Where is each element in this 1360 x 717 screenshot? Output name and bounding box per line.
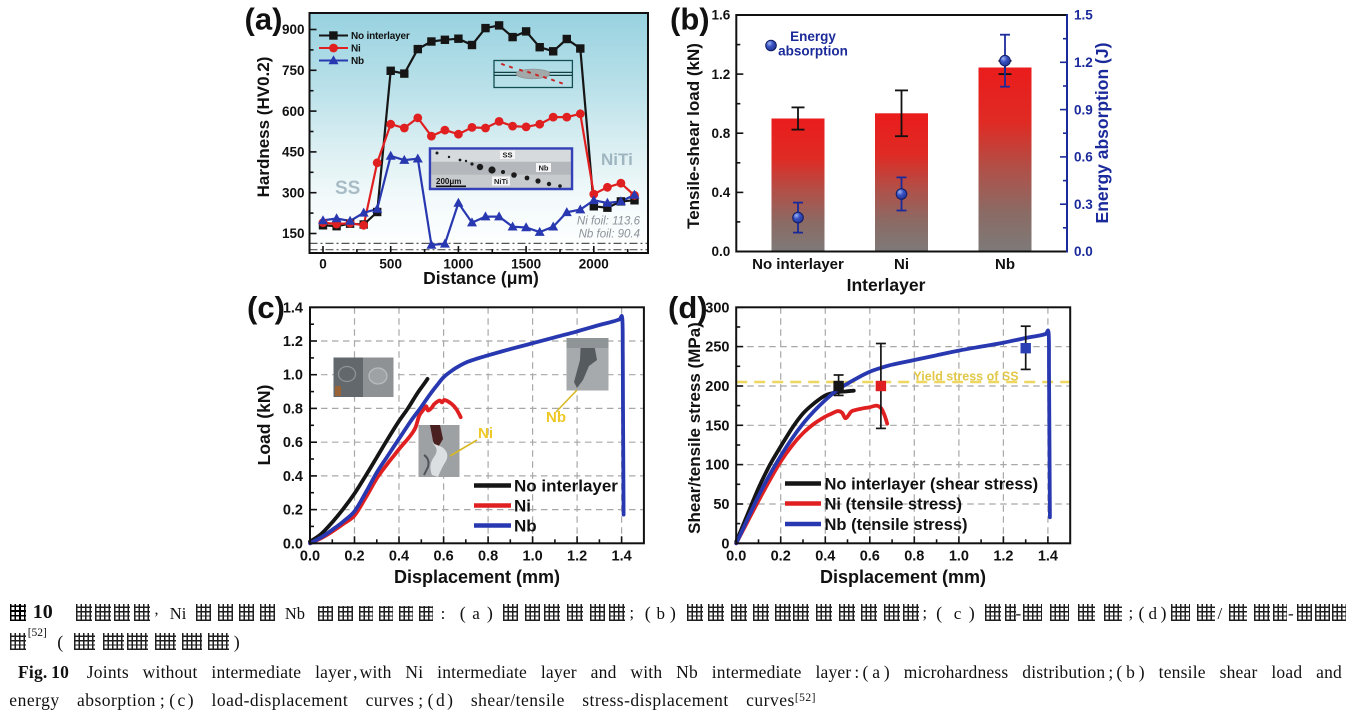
svg-text:Nb foil: 90.4: Nb foil: 90.4 (579, 229, 640, 241)
svg-text:Ni foil: 113.6: Ni foil: 113.6 (577, 216, 641, 228)
svg-text:0.6: 0.6 (860, 548, 880, 564)
svg-text:Displacement (mm): Displacement (mm) (820, 567, 986, 587)
svg-text:No interlayer: No interlayer (514, 477, 618, 496)
svg-text:No interlayer (shear stress): No interlayer (shear stress) (825, 476, 1039, 494)
svg-text:200μm: 200μm (436, 177, 461, 186)
svg-text:2000: 2000 (579, 257, 609, 272)
svg-text:0: 0 (319, 257, 327, 272)
svg-text:1.4: 1.4 (1038, 548, 1058, 564)
svg-text:Ni: Ni (894, 256, 909, 273)
svg-text:750: 750 (282, 63, 305, 78)
svg-text:1.2: 1.2 (567, 548, 587, 564)
svg-text:0.6: 0.6 (283, 435, 303, 451)
svg-text:1.4: 1.4 (283, 300, 303, 316)
svg-text:1.0: 1.0 (949, 548, 969, 564)
svg-text:0: 0 (721, 536, 729, 552)
svg-text:0.2: 0.2 (771, 548, 791, 564)
svg-text:900: 900 (282, 22, 305, 37)
svg-text:600: 600 (282, 104, 305, 119)
svg-text:1.6: 1.6 (712, 8, 731, 23)
svg-text:1.2: 1.2 (1074, 55, 1093, 70)
svg-text:Nb: Nb (514, 517, 537, 536)
svg-text:450: 450 (282, 145, 305, 160)
svg-text:0.8: 0.8 (478, 548, 498, 564)
svg-text:Energy: Energy (790, 29, 836, 44)
svg-text:0.0: 0.0 (300, 548, 320, 564)
svg-text:Nb: Nb (995, 256, 1015, 273)
svg-text:0.6: 0.6 (434, 548, 454, 564)
svg-text:Ni: Ni (514, 497, 531, 516)
svg-text:250: 250 (705, 340, 729, 356)
svg-text:NiTi: NiTi (601, 150, 633, 169)
svg-text:SS: SS (335, 178, 360, 199)
svg-text:Hardness (HV0.2): Hardness (HV0.2) (254, 57, 273, 198)
svg-text:50: 50 (713, 497, 729, 513)
svg-text:(c): (c) (247, 290, 285, 325)
svg-text:Yield stress of SS: Yield stress of SS (913, 370, 1018, 384)
svg-text:Nb: Nb (539, 164, 549, 173)
svg-text:absorption: absorption (778, 44, 848, 59)
svg-text:Shear/tensile stress (MPa): Shear/tensile stress (MPa) (685, 322, 704, 534)
svg-text:0.4: 0.4 (712, 185, 731, 200)
svg-text:1.2: 1.2 (283, 334, 303, 350)
svg-text:0.8: 0.8 (283, 401, 303, 417)
svg-text:SS: SS (502, 151, 512, 160)
svg-text:(b): (b) (670, 2, 710, 37)
svg-text:Load (kN): Load (kN) (254, 385, 274, 466)
svg-text:0.9: 0.9 (1074, 102, 1093, 117)
svg-text:Nb: Nb (546, 409, 566, 426)
svg-text:200: 200 (705, 379, 729, 395)
svg-text:(d): (d) (668, 290, 708, 325)
svg-text:0.0: 0.0 (712, 244, 731, 259)
svg-text:1.4: 1.4 (612, 548, 632, 564)
svg-text:0.3: 0.3 (1074, 197, 1093, 212)
svg-text:Ni: Ni (351, 44, 361, 55)
svg-text:0.4: 0.4 (283, 469, 303, 485)
svg-text:1.2: 1.2 (712, 67, 731, 82)
svg-text:Energy absorption (J): Energy absorption (J) (1092, 43, 1112, 224)
svg-text:NiTi: NiTi (494, 177, 508, 186)
svg-text:0.2: 0.2 (283, 503, 303, 519)
svg-text:150: 150 (705, 418, 729, 434)
svg-text:0.8: 0.8 (904, 548, 924, 564)
svg-text:0.4: 0.4 (389, 548, 409, 564)
svg-text:Distance (μm): Distance (μm) (423, 268, 539, 288)
svg-text:No interlayer: No interlayer (752, 256, 844, 273)
svg-text:1.5: 1.5 (1074, 8, 1093, 23)
svg-text:300: 300 (282, 185, 305, 200)
svg-text:150: 150 (282, 226, 305, 241)
svg-text:1.0: 1.0 (523, 548, 543, 564)
svg-text:100: 100 (705, 458, 729, 474)
svg-text:Ni: Ni (478, 425, 493, 442)
svg-text:500: 500 (379, 257, 402, 272)
svg-text:0.8: 0.8 (712, 126, 731, 141)
svg-text:1500: 1500 (511, 257, 541, 272)
svg-text:Tensile-shear load (kN): Tensile-shear load (kN) (684, 43, 703, 229)
svg-text:(a): (a) (245, 2, 283, 37)
svg-text:Interlayer: Interlayer (847, 275, 926, 295)
svg-text:1.2: 1.2 (993, 548, 1013, 564)
svg-text:0.0: 0.0 (726, 548, 746, 564)
svg-text:0.4: 0.4 (815, 548, 835, 564)
svg-text:0.0: 0.0 (283, 536, 303, 552)
svg-text:1.0: 1.0 (283, 368, 303, 384)
svg-text:300: 300 (705, 300, 729, 316)
svg-text:No interlayer: No interlayer (351, 31, 410, 42)
svg-text:0.6: 0.6 (1074, 150, 1093, 165)
svg-text:Nb (tensile stress): Nb (tensile stress) (825, 516, 968, 534)
svg-text:Displacement (mm): Displacement (mm) (394, 567, 560, 587)
svg-text:1000: 1000 (443, 257, 473, 272)
svg-text:Nb: Nb (351, 56, 364, 67)
svg-text:0.0: 0.0 (1074, 244, 1093, 259)
svg-text:Ni (tensile stress): Ni (tensile stress) (825, 496, 963, 514)
svg-text:0.2: 0.2 (344, 548, 364, 564)
